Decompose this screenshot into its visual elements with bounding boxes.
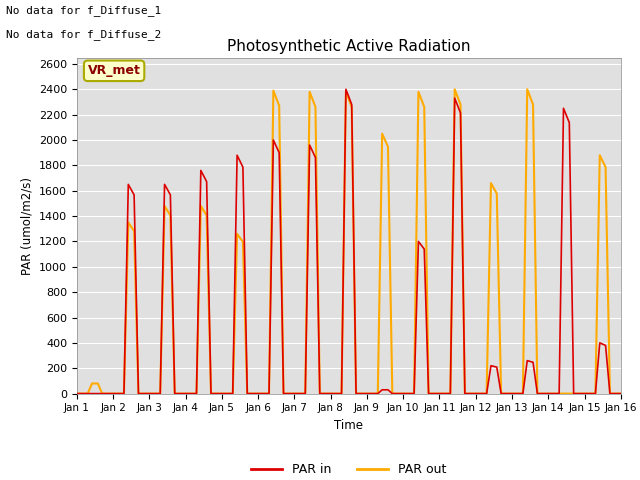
Text: No data for f_Diffuse_2: No data for f_Diffuse_2 xyxy=(6,29,162,40)
Text: VR_met: VR_met xyxy=(88,64,141,77)
Legend: PAR in, PAR out: PAR in, PAR out xyxy=(246,458,451,480)
X-axis label: Time: Time xyxy=(334,419,364,432)
Y-axis label: PAR (umol/m2/s): PAR (umol/m2/s) xyxy=(20,177,33,275)
Title: Photosynthetic Active Radiation: Photosynthetic Active Radiation xyxy=(227,39,470,54)
Text: No data for f_Diffuse_1: No data for f_Diffuse_1 xyxy=(6,5,162,16)
